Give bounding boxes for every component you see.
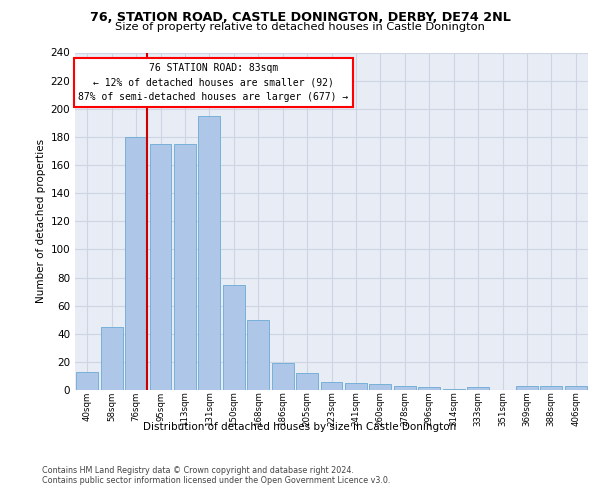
- Bar: [370, 384, 391, 390]
- Bar: [345, 383, 367, 390]
- Bar: [320, 382, 343, 390]
- Text: 76 STATION ROAD: 83sqm
← 12% of detached houses are smaller (92)
87% of semi-det: 76 STATION ROAD: 83sqm ← 12% of detached…: [79, 62, 349, 102]
- Y-axis label: Number of detached properties: Number of detached properties: [36, 139, 46, 304]
- Text: Contains public sector information licensed under the Open Government Licence v3: Contains public sector information licen…: [42, 476, 391, 485]
- Bar: [149, 144, 172, 390]
- Bar: [125, 137, 147, 390]
- Bar: [296, 373, 318, 390]
- Bar: [247, 320, 269, 390]
- Bar: [76, 372, 98, 390]
- Bar: [272, 364, 293, 390]
- Text: Contains HM Land Registry data © Crown copyright and database right 2024.: Contains HM Land Registry data © Crown c…: [42, 466, 354, 475]
- Bar: [418, 387, 440, 390]
- Bar: [565, 386, 587, 390]
- Bar: [101, 326, 122, 390]
- Bar: [467, 387, 489, 390]
- Text: Distribution of detached houses by size in Castle Donington: Distribution of detached houses by size …: [143, 422, 457, 432]
- Bar: [516, 386, 538, 390]
- Bar: [174, 144, 196, 390]
- Bar: [443, 388, 464, 390]
- Bar: [223, 284, 245, 390]
- Text: Size of property relative to detached houses in Castle Donington: Size of property relative to detached ho…: [115, 22, 485, 32]
- Bar: [199, 116, 220, 390]
- Bar: [541, 386, 562, 390]
- Text: 76, STATION ROAD, CASTLE DONINGTON, DERBY, DE74 2NL: 76, STATION ROAD, CASTLE DONINGTON, DERB…: [89, 11, 511, 24]
- Bar: [394, 386, 416, 390]
